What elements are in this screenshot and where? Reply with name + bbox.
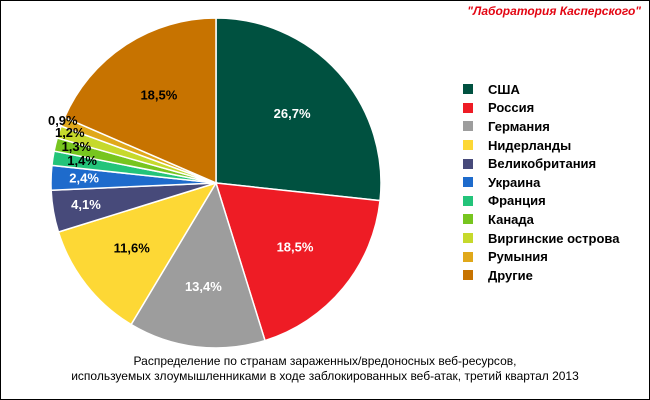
legend-label: Другие xyxy=(488,267,533,283)
legend-item: Украина xyxy=(463,173,619,192)
slice-data-label: 26,7% xyxy=(274,106,311,121)
legend-swatch xyxy=(463,140,473,151)
caption-line-2: используемых злоумышленниками в ходе заб… xyxy=(71,369,579,383)
legend-swatch xyxy=(463,251,473,262)
chart-caption: Распределение по странам зараженных/вред… xyxy=(1,354,649,384)
pie-slice xyxy=(214,182,381,342)
pie-slice xyxy=(215,17,382,202)
legend-item: Нидерланды xyxy=(463,136,619,155)
legend-label: Румыния xyxy=(488,249,548,265)
legend-item: Румыния xyxy=(463,247,619,266)
legend: США Россия Германия Нидерланды Великобритани… xyxy=(463,80,619,285)
legend-label: Германия xyxy=(488,118,550,134)
legend-label: Франция xyxy=(488,193,546,209)
pie-slice xyxy=(63,17,217,185)
legend-item: Другие xyxy=(463,266,619,285)
slice-data-label: 18,5% xyxy=(140,88,177,103)
legend-label: Украина xyxy=(488,174,541,190)
slice-data-label: 0,9% xyxy=(48,113,78,128)
legend-swatch xyxy=(463,177,473,188)
slice-data-label: 1,2% xyxy=(55,125,85,140)
legend-label: США xyxy=(488,81,520,97)
legend-item: Канада xyxy=(463,210,619,229)
legend-swatch xyxy=(463,121,473,132)
legend-label: Виргинские острова xyxy=(488,230,620,246)
legend-item: Великобритания xyxy=(463,154,619,173)
legend-swatch xyxy=(463,233,473,244)
slice-data-label: 1,4% xyxy=(67,153,97,168)
slice-data-label: 4,1% xyxy=(71,197,101,212)
legend-item: Германия xyxy=(463,117,619,136)
slice-data-label: 2,4% xyxy=(69,170,99,185)
legend-swatch xyxy=(463,214,473,225)
legend-item: Франция xyxy=(463,192,619,211)
legend-item: Россия xyxy=(463,99,619,118)
legend-label: Россия xyxy=(488,100,535,116)
slice-data-label: 11,6% xyxy=(114,241,151,256)
pie-slice xyxy=(130,181,266,349)
legend-label: Великобритания xyxy=(488,156,597,172)
legend-swatch xyxy=(463,195,473,206)
caption-line-1: Распределение по странам зараженных/вред… xyxy=(133,354,517,368)
slice-data-label: 13,4% xyxy=(185,279,222,294)
brand-label: "Лаборатория Касперского" xyxy=(467,4,641,18)
legend-swatch xyxy=(463,84,473,95)
legend-label: Канада xyxy=(488,211,534,227)
slice-data-label: 18,5% xyxy=(277,239,314,254)
legend-label: Нидерланды xyxy=(488,137,572,153)
legend-item: Виргинские острова xyxy=(463,229,619,248)
legend-swatch xyxy=(463,270,473,281)
pie-slice xyxy=(57,181,218,326)
legend-swatch xyxy=(463,102,473,113)
legend-swatch xyxy=(463,158,473,169)
legend-item: США xyxy=(463,80,619,99)
slice-data-label: 1,3% xyxy=(62,139,92,154)
